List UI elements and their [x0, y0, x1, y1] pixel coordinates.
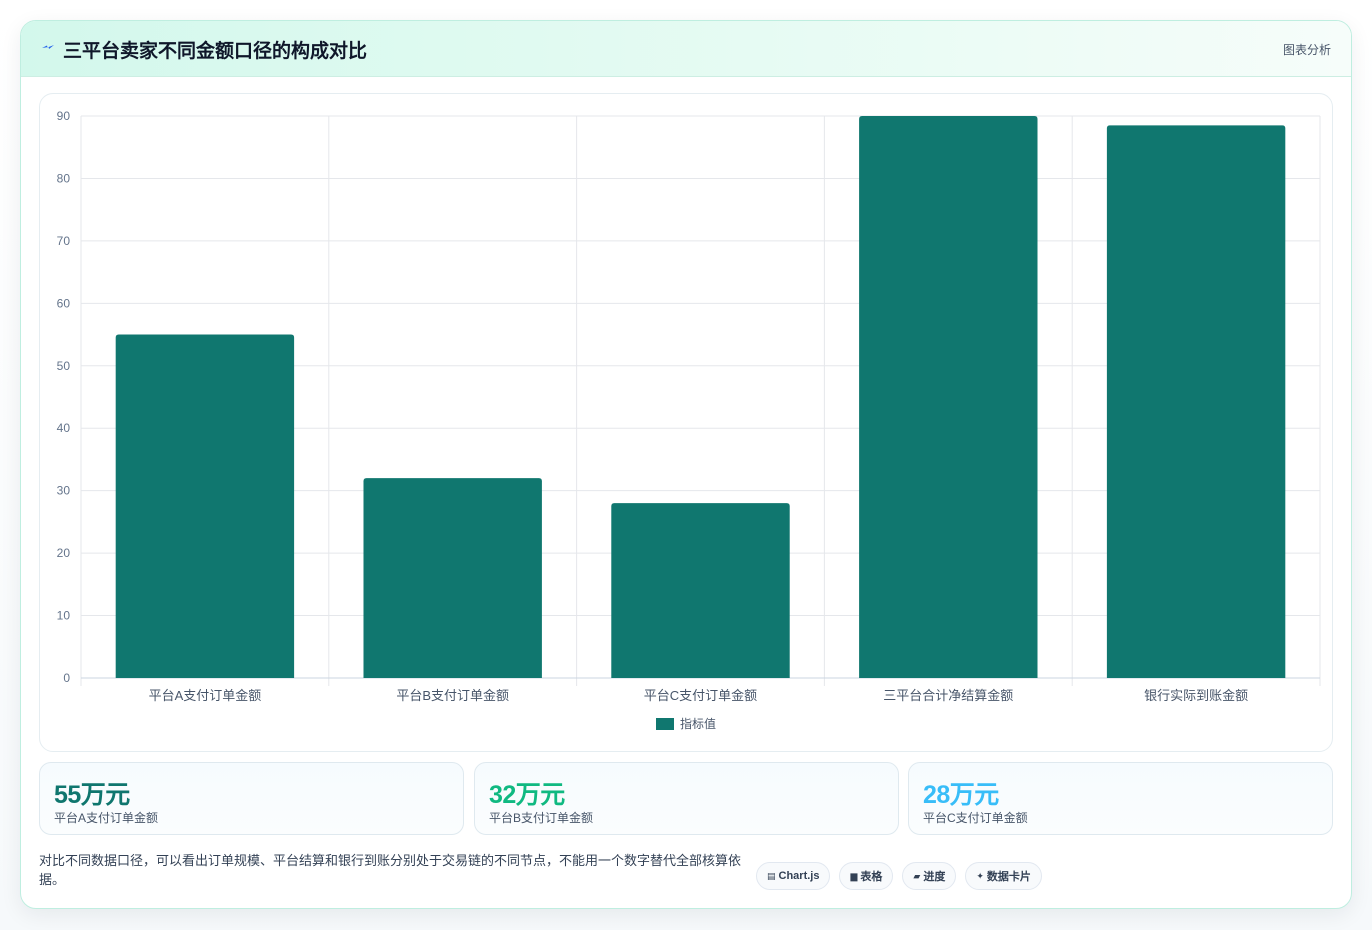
chip-data-cards[interactable]: ✦ 数据卡片	[965, 862, 1042, 890]
y-tick-label: 60	[57, 296, 71, 310]
lightning-icon	[42, 45, 54, 49]
bar	[115, 334, 295, 678]
bar	[1106, 125, 1286, 678]
metric-value: 55万元	[54, 781, 130, 809]
chart-panel: 0 10 20 30 40 50 60 70 80 90 平台A支付订单金额 平台B支付订单金额 平台C…	[39, 93, 1333, 752]
chip-label: 进度	[923, 871, 946, 883]
feature-chips: ▤ Chart.js ▆ 表格 ▰ 进度 ✦ 数据卡片	[756, 862, 1042, 890]
metric-value: 32万元	[489, 781, 565, 809]
chart-icon: ▤	[767, 870, 776, 881]
sparkle-icon: ✦	[976, 870, 984, 881]
table-icon: ▆	[850, 870, 858, 881]
analysis-note: 对比不同数据口径，可以看出订单规模、平台结算和银行到账分别处于交易链的不同节点，…	[39, 853, 742, 887]
y-tick-label: 40	[57, 421, 71, 435]
chip-table[interactable]: ▆ 表格	[839, 862, 894, 890]
x-tick-label: 平台A支付订单金额	[149, 688, 262, 703]
bar-chart: 0 10 20 30 40 50 60 70 80 90 平台A支付订单金额 平台B支付订单金额 平台C…	[57, 109, 1321, 731]
x-tick-label: 平台B支付订单金额	[396, 688, 509, 703]
chip-progress[interactable]: ▰ 进度	[902, 862, 957, 890]
chip-label: 数据卡片	[986, 871, 1031, 883]
chip-chartjs[interactable]: ▤ Chart.js	[756, 862, 831, 890]
metric-card-platform-b: 32万元 平台B支付订单金额	[474, 762, 899, 835]
metric-label: 平台C支付订单金额	[923, 811, 1028, 825]
x-tick-label: 平台C支付订单金额	[644, 688, 757, 703]
y-tick-label: 10	[57, 609, 71, 623]
card-header: 三平台卖家不同金额口径的构成对比 图表分析	[21, 21, 1351, 77]
y-tick-label: 70	[57, 234, 71, 248]
metric-card-platform-a: 55万元 平台A支付订单金额	[39, 762, 464, 835]
y-tick-label: 50	[57, 359, 71, 373]
y-tick-label: 20	[57, 546, 71, 560]
progress-icon: ▰	[913, 870, 921, 881]
chip-label: 表格	[860, 871, 883, 883]
page-title: 三平台卖家不同金额口径的构成对比	[63, 41, 368, 62]
bar	[363, 478, 542, 678]
chart-card: 三平台卖家不同金额口径的构成对比 图表分析 0 10 20 30 40 50 60 70 80 9…	[20, 20, 1352, 909]
bar	[611, 503, 790, 678]
legend-swatch	[656, 718, 674, 730]
metric-card-platform-c: 28万元 平台C支付订单金额	[908, 762, 1333, 835]
metric-label: 平台B支付订单金额	[489, 811, 594, 825]
chart-analysis-tag[interactable]: 图表分析	[1282, 43, 1331, 57]
y-tick-label: 30	[57, 484, 71, 498]
metric-value: 28万元	[923, 781, 999, 809]
y-tick-label: 0	[63, 671, 70, 685]
y-tick-label: 90	[57, 109, 71, 123]
metric-label: 平台A支付订单金额	[54, 811, 159, 825]
x-tick-label: 银行实际到账金额	[1144, 688, 1248, 703]
y-tick-label: 80	[57, 171, 71, 185]
x-tick-label: 三平台合计净结算金额	[883, 688, 1013, 703]
bar	[859, 116, 1038, 678]
legend-label: 指标值	[680, 716, 716, 731]
chip-label: Chart.js	[778, 870, 820, 882]
